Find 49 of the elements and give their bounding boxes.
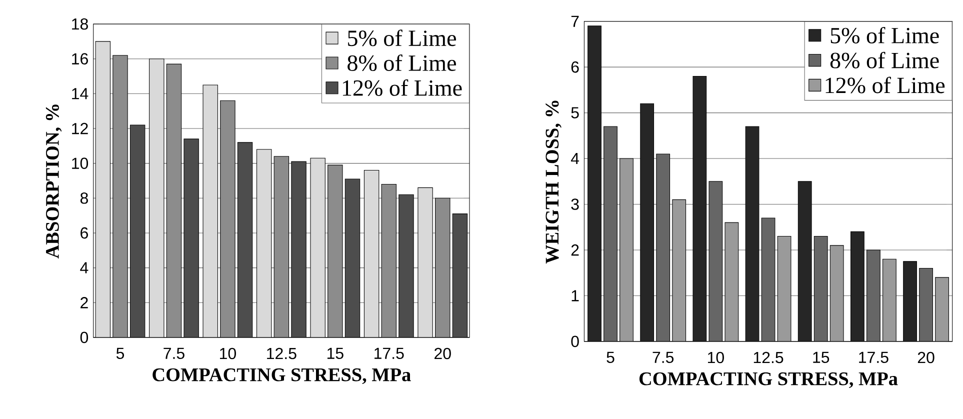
x-tick-label: 20 (434, 348, 451, 360)
x-tick-label: 15 (813, 352, 830, 364)
y-axis-title: ABSORPTION, % (46, 104, 62, 259)
y-tick-label: 14 (72, 88, 88, 100)
x-tick-label: 12.5 (267, 348, 296, 360)
legend-label: 5% of Lime (830, 27, 939, 44)
x-tick-label: 20 (918, 352, 934, 364)
x-tick-label: 10 (220, 348, 236, 360)
x-tick-label: 7.5 (164, 348, 184, 360)
y-tick-label: 0 (571, 336, 579, 348)
x-tick-label: 17.5 (374, 348, 404, 360)
y-tick-label: 10 (72, 158, 88, 170)
x-tick-label: 17.5 (859, 352, 888, 364)
y-tick-label: 12 (72, 123, 88, 134)
y-tick-label: 2 (80, 297, 88, 308)
y-tick-label: 8 (80, 192, 88, 204)
y-tick-label: 4 (80, 262, 88, 274)
y-tick-label: 3 (571, 198, 579, 210)
bar (850, 232, 864, 342)
x-tick-label: 5 (606, 352, 614, 364)
y-tick-label: 4 (570, 153, 580, 164)
y-tick-label: 5 (571, 107, 579, 118)
y-tick-label: 6 (80, 227, 88, 239)
bar (692, 76, 707, 342)
x-tick-label: 7.5 (652, 352, 674, 364)
bar (640, 103, 654, 342)
y-tick-label: 16 (72, 53, 88, 65)
legend-label: 8% of Lime (830, 52, 939, 68)
x-tick-label: 10 (708, 352, 724, 364)
y-tick-label: 2 (571, 244, 579, 256)
y-tick-label: 1 (572, 290, 579, 302)
y-axis-title: WEIGTH LOSS, % (546, 100, 562, 264)
bar (745, 126, 760, 342)
y-tick-label: 7 (571, 16, 579, 27)
legend-label: 12% of Lime (342, 80, 462, 96)
x-axis-title: COMPACTING STRESS, MPa (639, 372, 898, 388)
x-tick-label: 12.5 (754, 352, 784, 364)
y-tick-label: 6 (571, 62, 579, 73)
bar (903, 261, 917, 342)
x-tick-label: 15 (327, 348, 344, 360)
legend-label: 5% of Lime (348, 30, 456, 46)
x-tick-label: 5 (116, 348, 124, 360)
bar (798, 181, 812, 342)
legend-label: 12% of Lime (826, 76, 945, 94)
y-tick-label: 0 (80, 332, 88, 344)
y-tick-label: 18 (72, 18, 88, 30)
bar (588, 26, 602, 342)
x-axis-title: COMPACTING STRESS, MPa (152, 368, 411, 384)
legend-label: 8% of Lime (348, 54, 456, 72)
